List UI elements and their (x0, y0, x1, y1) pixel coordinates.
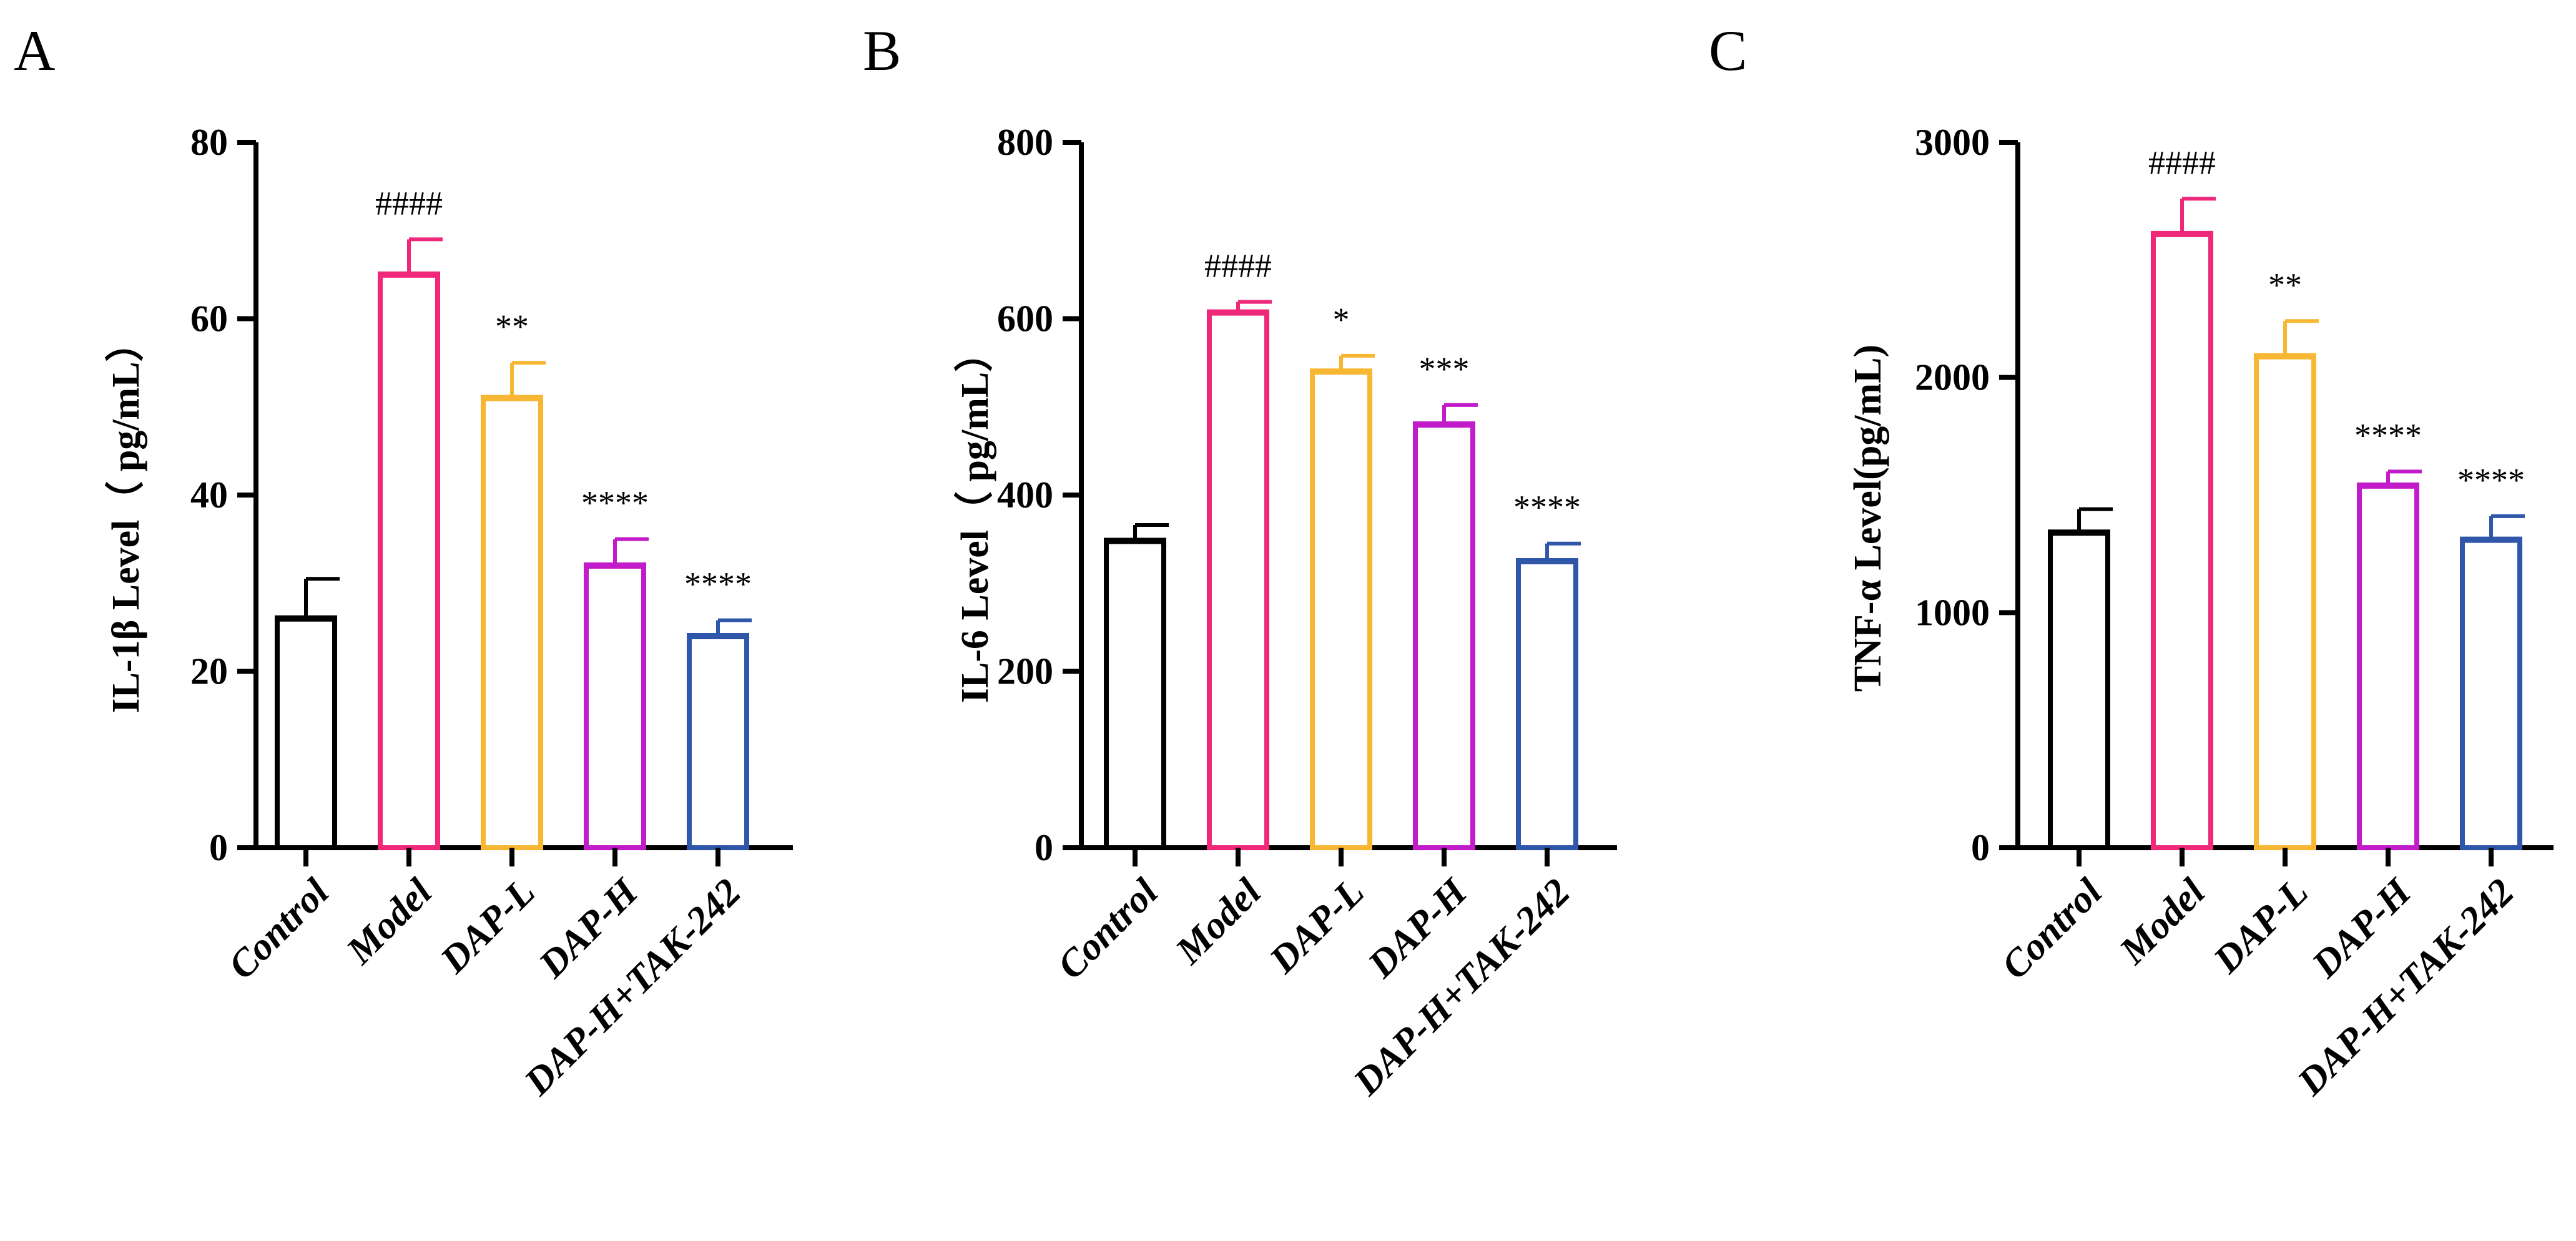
bar-control (275, 616, 337, 850)
x-category-label: Model (338, 870, 441, 973)
bar-dap-h-tak-242 (2460, 537, 2522, 850)
y-tick-label: 400 (997, 474, 1053, 516)
panel-letter: A (14, 19, 55, 82)
significance-label: * (1333, 301, 1350, 338)
significance-label: **** (684, 566, 752, 603)
y-tick-label: 0 (1035, 827, 1053, 868)
y-tick-label: 2000 (1915, 357, 1990, 398)
x-category-label: Model (2111, 870, 2214, 973)
y-tick-label: 20 (190, 651, 228, 692)
bar-dap-l (2254, 353, 2316, 850)
bar-model (378, 272, 440, 850)
bar-dap-l (481, 395, 543, 850)
bar-control (1104, 538, 1166, 850)
bar-dap-h-tak-242 (1516, 558, 1578, 850)
x-category-label: Model (1168, 870, 1270, 973)
y-axis-title: TNF-α Level(pg/mL) (1847, 345, 1889, 692)
significance-label: **** (2457, 461, 2525, 499)
y-tick-label: 800 (997, 122, 1053, 163)
bar-model (2151, 231, 2213, 850)
significance-label: ** (2268, 266, 2302, 303)
bar-control (2048, 530, 2110, 850)
significance-label: #### (1204, 247, 1272, 285)
y-axis-title: IL-6 Level（ pg/mL） (953, 333, 996, 703)
y-tick-label: 40 (190, 474, 228, 516)
y-tick-label: 3000 (1915, 122, 1990, 163)
y-tick-label: 0 (209, 827, 228, 868)
y-tick-label: 600 (997, 298, 1053, 340)
x-category-label: DAP-L (2205, 871, 2316, 982)
x-category-label: Control (1993, 870, 2111, 988)
significance-label: **** (2354, 416, 2422, 454)
x-category-label: DAP-L (1261, 871, 1372, 982)
x-category-label: Control (1050, 870, 1167, 988)
bar-dap-h (584, 563, 646, 850)
x-category-label: DAP-L (432, 871, 543, 982)
bar-dap-l (1310, 369, 1372, 850)
x-category-label: Control (220, 870, 338, 988)
bar-dap-h (2357, 483, 2419, 850)
panel-letter: C (1709, 19, 1747, 82)
significance-label: **** (1513, 489, 1581, 526)
significance-label: ** (495, 308, 529, 345)
y-tick-label: 80 (190, 122, 228, 163)
significance-label: **** (581, 484, 649, 522)
y-axis-title: IL-1β Level（ pg/mL） (104, 323, 147, 713)
panel-a: A IL-1β Level（ pg/mL） 0 20 40 60 80 Control Mo… (14, 19, 793, 1104)
significance-label: #### (2148, 144, 2216, 181)
bar-dap-h-tak-242 (687, 634, 749, 850)
y-tick-label: 0 (1971, 827, 1990, 868)
panel-b: B IL-6 Level（ pg/mL） 0 200 400 600 800 Contro… (863, 19, 1617, 1104)
bar-dap-h (1413, 422, 1475, 850)
panel-c: C TNF-α Level(pg/mL) 0 1000 2000 3000 Contro… (1709, 19, 2554, 1104)
y-tick-label: 1000 (1915, 592, 1990, 633)
panel-letter: B (863, 19, 901, 82)
significance-label: *** (1419, 350, 1470, 388)
y-tick-label: 60 (190, 298, 228, 340)
y-tick-label: 200 (997, 651, 1053, 692)
significance-label: #### (375, 184, 443, 222)
bar-model (1207, 310, 1269, 850)
